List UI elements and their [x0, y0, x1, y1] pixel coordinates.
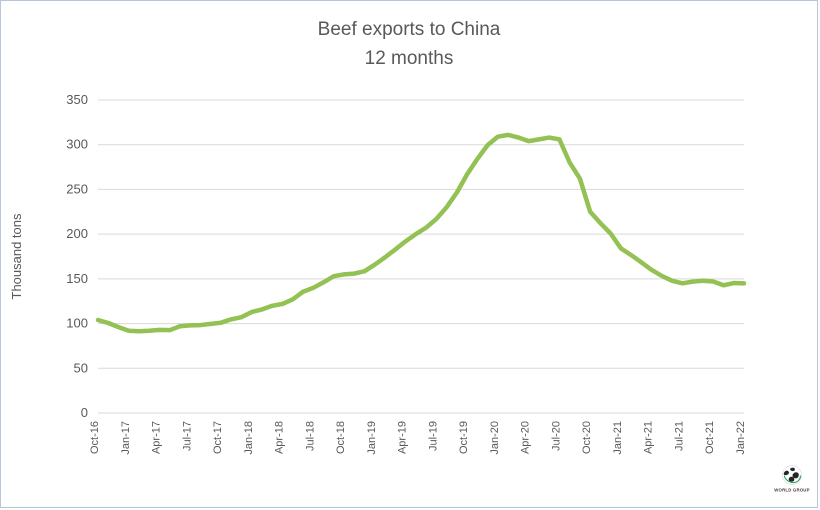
svg-text:350: 350: [66, 92, 88, 107]
svg-text:Apr-17: Apr-17: [151, 421, 163, 454]
svg-text:Oct-17: Oct-17: [212, 421, 224, 454]
svg-text:200: 200: [66, 226, 88, 241]
svg-text:Jan-21: Jan-21: [612, 421, 624, 455]
svg-text:Jan-19: Jan-19: [366, 421, 378, 455]
svg-text:Jan-18: Jan-18: [243, 421, 255, 455]
svg-text:Oct-20: Oct-20: [581, 421, 593, 454]
svg-text:Apr-18: Apr-18: [274, 421, 286, 454]
svg-text:Jul-19: Jul-19: [427, 421, 439, 451]
svg-text:Jul-17: Jul-17: [181, 421, 193, 451]
svg-text:Jan-20: Jan-20: [489, 421, 501, 455]
svg-text:50: 50: [74, 360, 88, 375]
svg-text:Jan-17: Jan-17: [120, 421, 132, 455]
svg-text:150: 150: [66, 271, 88, 286]
svg-text:100: 100: [66, 316, 88, 331]
svg-text:0: 0: [81, 405, 88, 420]
svg-text:Oct-16: Oct-16: [89, 421, 101, 454]
svg-text:Jul-21: Jul-21: [673, 421, 685, 451]
svg-text:Oct-18: Oct-18: [335, 421, 347, 454]
svg-text:Thousand tons: Thousand tons: [9, 213, 24, 300]
svg-text:Jul-20: Jul-20: [550, 421, 562, 451]
svg-text:Apr-20: Apr-20: [520, 421, 532, 454]
svg-text:250: 250: [66, 181, 88, 196]
svg-text:300: 300: [66, 137, 88, 152]
svg-text:Jan-22: Jan-22: [735, 421, 747, 455]
svg-text:WORLD GROUP: WORLD GROUP: [774, 488, 809, 493]
svg-text:Oct-19: Oct-19: [458, 421, 470, 454]
svg-text:Jul-18: Jul-18: [304, 421, 316, 451]
svg-text:Apr-19: Apr-19: [397, 421, 409, 454]
svg-text:Apr-21: Apr-21: [643, 421, 655, 454]
svg-text:Oct-21: Oct-21: [704, 421, 716, 454]
